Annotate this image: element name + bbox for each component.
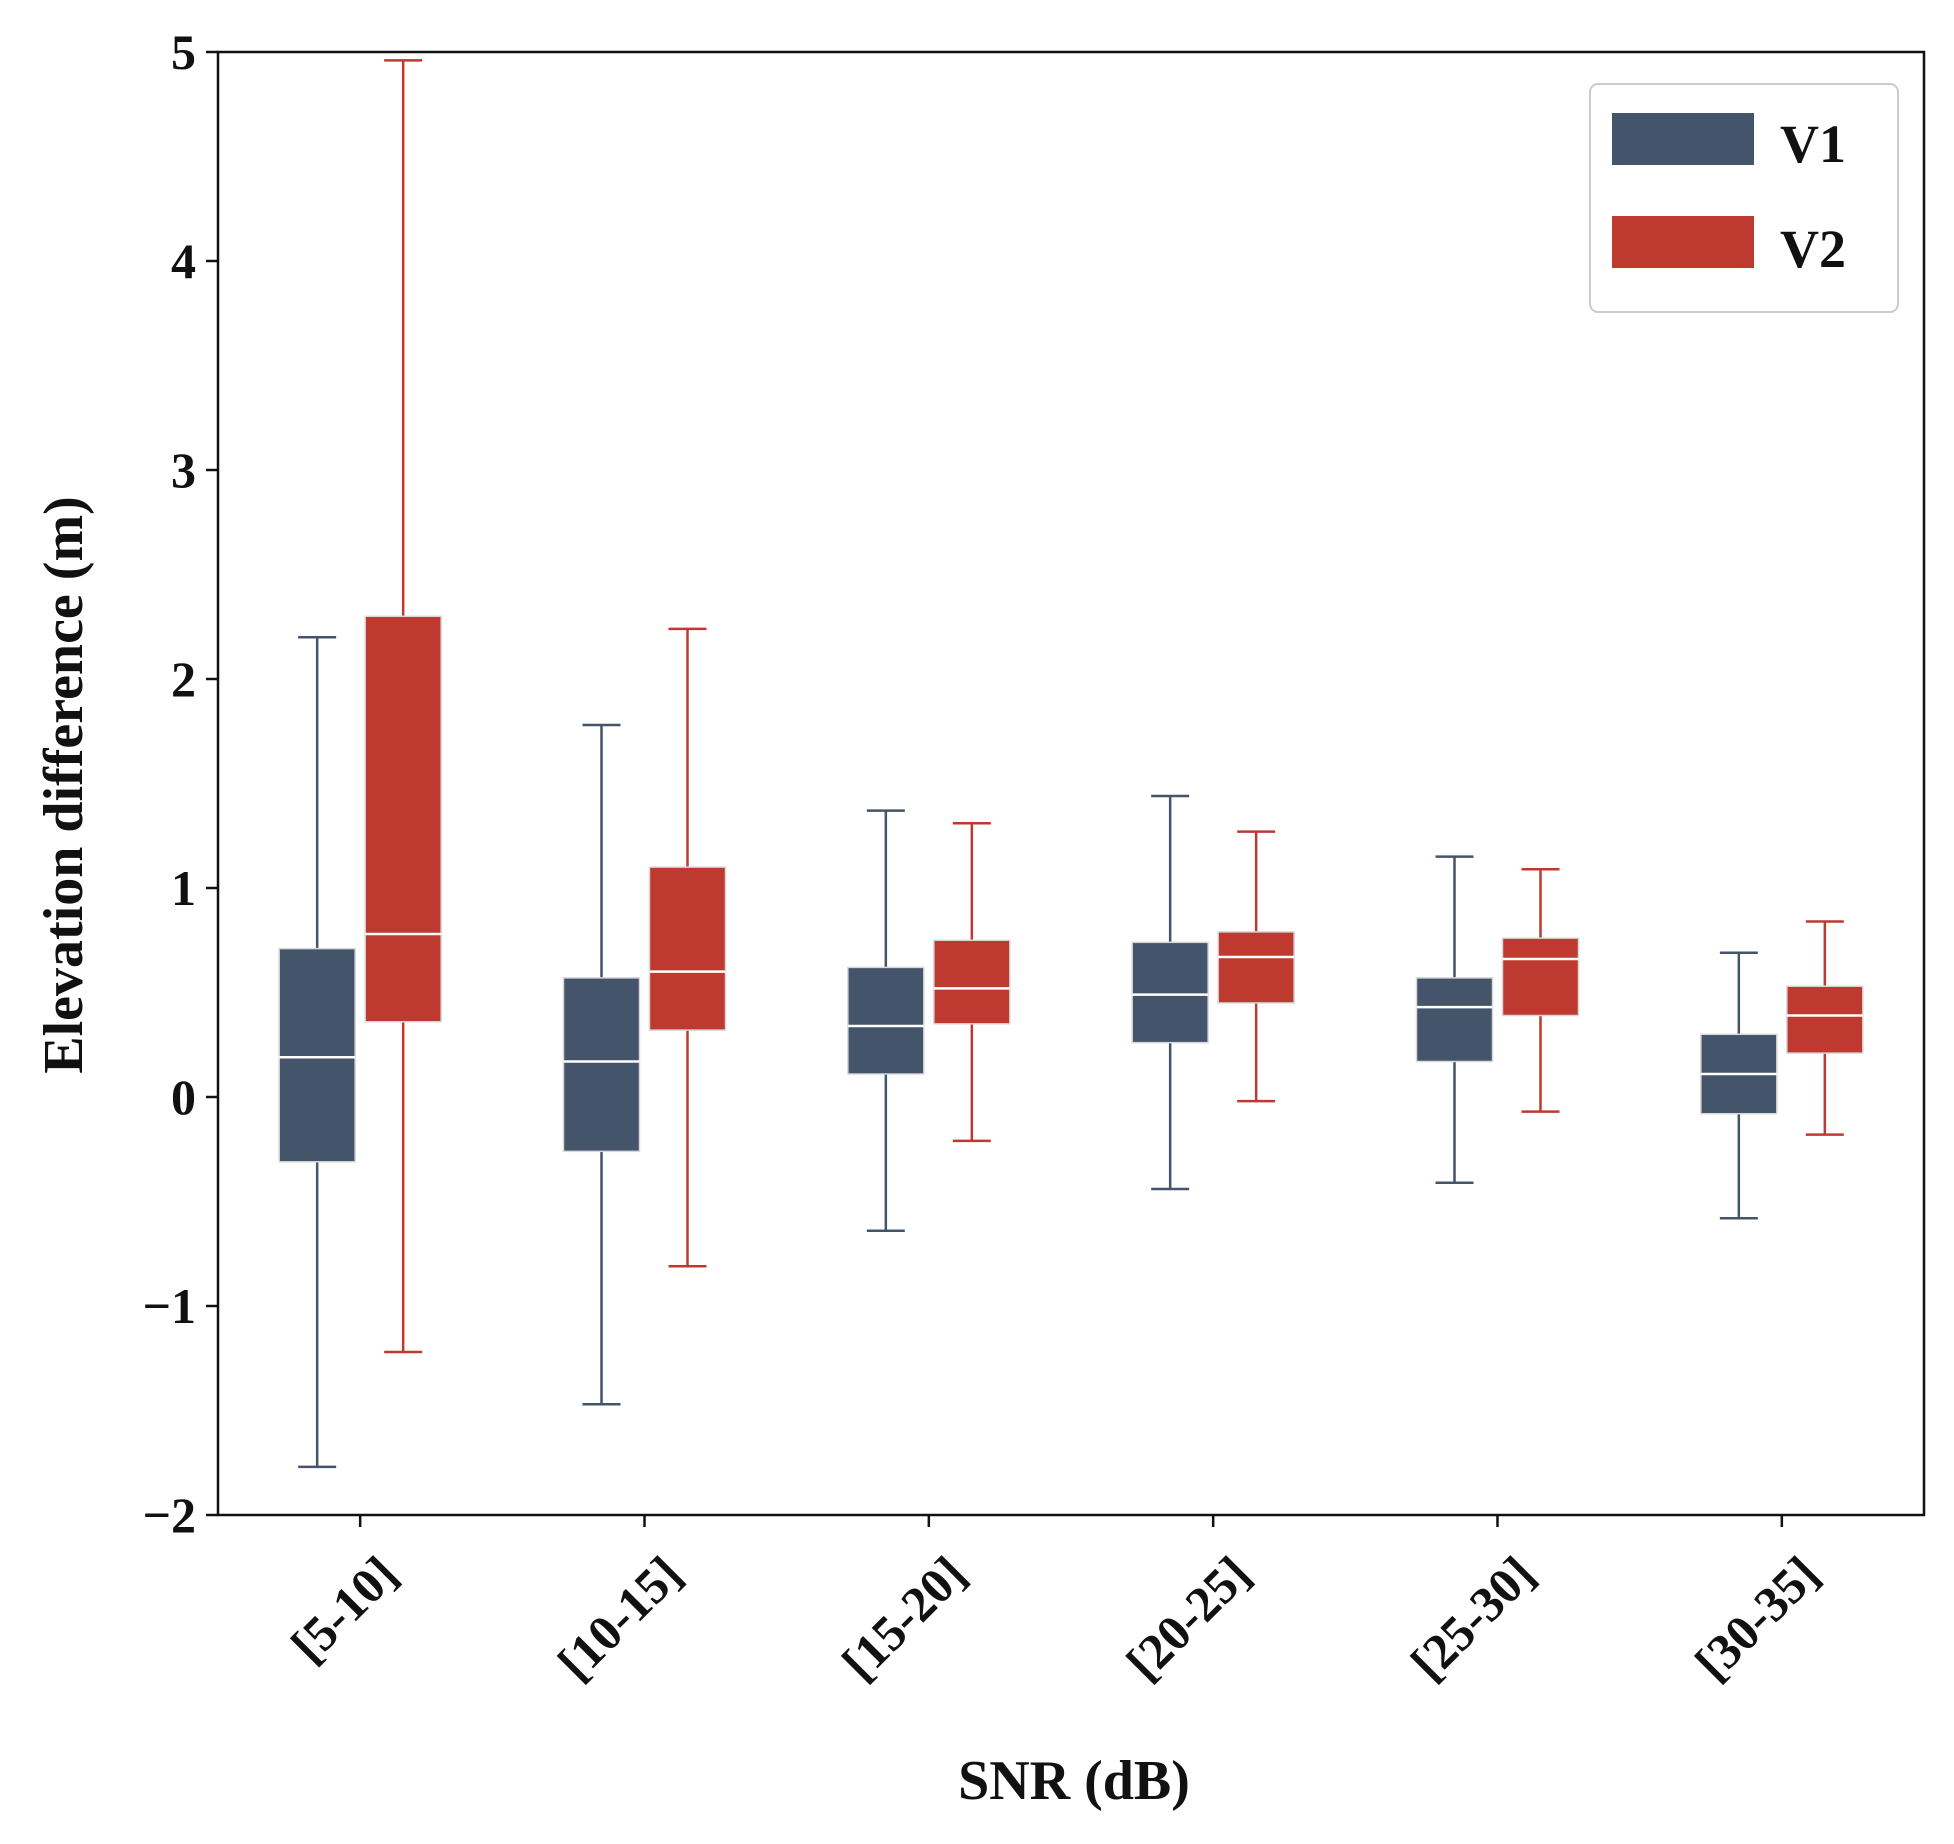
y-tick-label: −1	[143, 1278, 197, 1334]
box-v2-3	[1217, 830, 1295, 1103]
box-body	[1415, 977, 1494, 1063]
legend-label-v1: V1	[1780, 114, 1846, 174]
plot-frame	[216, 50, 1926, 1517]
box-body	[278, 947, 356, 1163]
box-v2-4	[1501, 867, 1580, 1113]
box-v1-2	[847, 809, 925, 1233]
box-v2-5	[1786, 920, 1864, 1136]
box-body	[847, 966, 925, 1075]
y-tick-label: 0	[171, 1069, 196, 1125]
x-axis-title: SNR (dB)	[958, 1750, 1190, 1812]
legend: V1 V2	[1589, 83, 1899, 313]
x-tick-label: [5-10]	[280, 1545, 408, 1673]
box-body	[1217, 931, 1295, 1004]
box-body	[1501, 937, 1580, 1017]
box-body	[1131, 941, 1209, 1044]
box-body	[364, 615, 442, 1023]
x-tick-label: [25-30]	[1400, 1545, 1546, 1691]
legend-label-v2: V2	[1780, 219, 1846, 279]
y-tick-label: −2	[143, 1487, 197, 1543]
box-v1-1	[562, 723, 641, 1406]
box-body	[648, 866, 727, 1031]
box-v1-0	[278, 635, 356, 1469]
box-v2-1	[648, 627, 727, 1268]
y-tick-label: 2	[171, 651, 196, 707]
box-body	[933, 939, 1011, 1025]
y-axis-title: Elevation difference (m)	[33, 496, 95, 1073]
box-body	[1786, 985, 1864, 1054]
x-tick-label: [30-35]	[1684, 1545, 1830, 1691]
y-axis: 5 4 3 2 1 0 −1 −2	[143, 24, 218, 1543]
y-tick-label: 4	[171, 233, 196, 289]
box-v2-2	[933, 821, 1011, 1143]
legend-swatch-v1	[1612, 113, 1754, 165]
y-tick-label: 1	[171, 860, 196, 916]
plot-marks	[278, 59, 1864, 1469]
x-tick-label: [20-25]	[1115, 1545, 1261, 1691]
box-body	[562, 977, 641, 1153]
box-v2-0	[364, 59, 442, 1354]
x-tick-label: [10-15]	[547, 1545, 693, 1691]
y-tick-label: 3	[171, 442, 196, 498]
legend-swatch-v2	[1612, 216, 1754, 268]
box-v1-4	[1415, 855, 1494, 1184]
box-v1-5	[1700, 951, 1778, 1220]
x-tick-label: [15-20]	[831, 1545, 977, 1691]
box-v1-3	[1131, 794, 1209, 1191]
y-tick-label: 5	[171, 24, 196, 80]
x-axis: [5-10] [10-15] [15-20] [20-25] [25-30] [30-35…	[280, 1515, 1830, 1691]
